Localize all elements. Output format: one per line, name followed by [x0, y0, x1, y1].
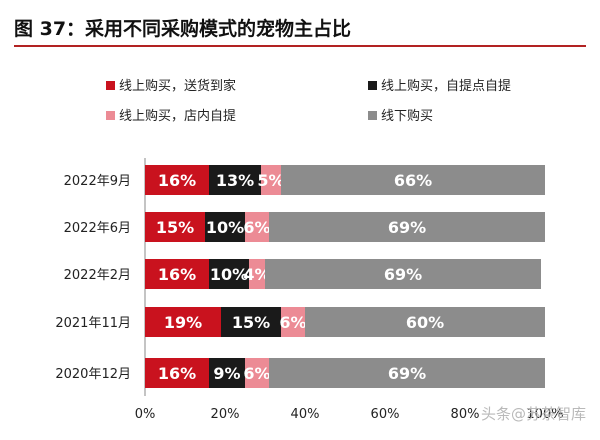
legend-swatch-1	[106, 81, 115, 90]
bar-segment-3-4	[265, 259, 541, 289]
bar-segment-3-1	[145, 259, 209, 289]
data-label-5-4: 69%	[388, 364, 426, 383]
data-label-1-2: 13%	[216, 171, 254, 190]
page-title: 图 37：采用不同采购模式的宠物主占比	[14, 18, 352, 40]
bar-segment-2-3	[245, 212, 269, 242]
legend-label-4: 线下购买	[381, 108, 433, 124]
bar-segment-3-2	[209, 259, 249, 289]
bar-segment-1-2	[209, 165, 261, 195]
legend-swatch-4	[368, 111, 377, 120]
legend-swatch-2	[368, 81, 377, 90]
x-tick-label-4: 60%	[371, 407, 400, 422]
x-tick-label-2: 20%	[211, 407, 240, 422]
bar-segment-1-3	[261, 165, 281, 195]
data-label-1-3: 5%	[257, 171, 284, 190]
watermark: 头条@苏茶智库	[480, 405, 586, 423]
x-tick-label-6: 100%	[526, 407, 563, 422]
x-tick-label-1: 0%	[135, 407, 156, 422]
bar-segment-5-3	[245, 358, 269, 388]
bar-segment-4-1	[145, 307, 221, 337]
category-label-5: 2020年12月	[55, 367, 131, 382]
legend-label-2: 线上购买，自提点自提	[381, 78, 511, 94]
bar-segment-4-3	[281, 307, 305, 337]
bar-segment-1-1	[145, 165, 209, 195]
data-label-5-1: 16%	[158, 364, 196, 383]
title-underline	[14, 45, 586, 47]
bar-segment-5-1	[145, 358, 209, 388]
data-label-4-1: 19%	[164, 313, 202, 332]
bar-segment-1-4	[281, 165, 545, 195]
legend-label-3: 线上购买，店内自提	[119, 108, 236, 124]
bar-segment-5-2	[209, 358, 245, 388]
data-label-2-4: 69%	[388, 218, 426, 237]
x-tick-label-3: 40%	[291, 407, 320, 422]
bar-segment-3-3	[249, 259, 265, 289]
data-label-3-1: 16%	[158, 265, 196, 284]
data-label-2-1: 15%	[156, 218, 194, 237]
data-label-2-3: 6%	[243, 218, 270, 237]
category-label-1: 2022年9月	[64, 174, 131, 189]
legend-label-1: 线上购买，送货到家	[119, 78, 236, 94]
bar-segment-4-2	[221, 307, 281, 337]
data-label-5-3: 6%	[243, 364, 270, 383]
data-label-1-4: 66%	[394, 171, 432, 190]
bar-segment-2-1	[145, 212, 205, 242]
bar-segment-2-2	[205, 212, 245, 242]
data-label-4-4: 60%	[406, 313, 444, 332]
data-label-2-2: 10%	[206, 218, 244, 237]
data-label-3-2: 10%	[210, 265, 248, 284]
category-label-2: 2022年6月	[64, 221, 131, 236]
bar-segment-4-4	[305, 307, 545, 337]
x-tick-label-5: 80%	[451, 407, 480, 422]
bar-segment-5-4	[269, 358, 545, 388]
category-label-4: 2021年11月	[55, 316, 131, 331]
data-label-1-1: 16%	[158, 171, 196, 190]
data-label-3-3: 4%	[243, 265, 270, 284]
data-label-5-2: 9%	[213, 364, 240, 383]
data-label-4-3: 6%	[279, 313, 306, 332]
legend-swatch-3	[106, 111, 115, 120]
data-label-3-4: 69%	[384, 265, 422, 284]
bar-segment-2-4	[269, 212, 545, 242]
category-label-3: 2022年2月	[64, 268, 131, 283]
data-label-4-2: 15%	[232, 313, 270, 332]
